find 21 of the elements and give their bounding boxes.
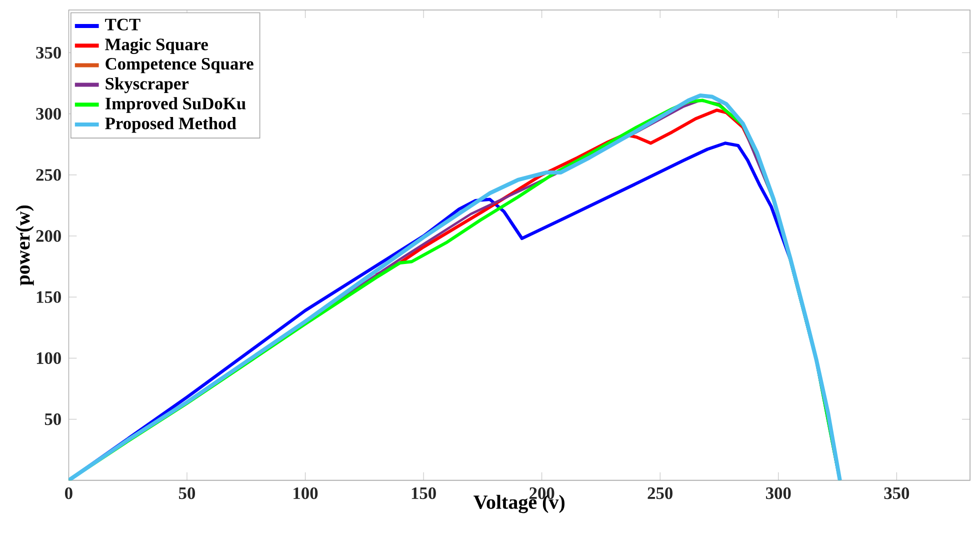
legend-label: Competence Square [106, 58, 254, 74]
x-tick-label: 100 [294, 487, 318, 500]
legend-label: TCT [105, 18, 140, 30]
y-tick-label: 50 [44, 413, 61, 426]
legend-label: Proposed Method [105, 117, 236, 133]
x-tick-label: 0 [65, 487, 72, 500]
y-tick-label: 350 [36, 46, 61, 59]
x-tick-label: 50 [178, 487, 196, 500]
legend-label: Magic Square [105, 38, 208, 54]
y-axis-title: power(w) [16, 206, 34, 286]
y-tick-label: 200 [36, 230, 61, 242]
legend-label: Improved SuDoKu [105, 97, 246, 113]
x-tick-label: 150 [412, 487, 436, 500]
y-tick-label: 150 [36, 291, 61, 303]
y-tick-label: 100 [36, 352, 61, 364]
x-tick-label: 250 [648, 487, 672, 500]
x-tick-label: 300 [766, 487, 791, 500]
x-tick-label: 350 [884, 487, 910, 500]
legend-label: Skyscraper [106, 77, 189, 94]
y-tick-label: 250 [36, 169, 61, 181]
y-tick-label: 300 [36, 108, 61, 120]
